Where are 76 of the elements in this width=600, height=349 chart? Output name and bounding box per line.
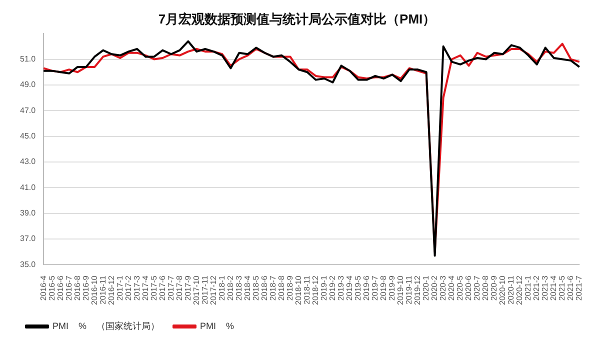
x-tick-label: 2019-7 (370, 275, 380, 301)
y-tick-label: 41.0 (20, 182, 36, 192)
x-tick-label: 2021-6 (566, 275, 576, 301)
x-tick-label: 2019-6 (362, 275, 371, 301)
x-tick-label: 2017-10 (192, 275, 201, 305)
x-tick-label: 2016-11 (98, 275, 108, 304)
y-tick-label: 43.0 (20, 157, 36, 166)
x-tick-label: 2020-2 (430, 275, 440, 301)
y-tick-label: 35.0 (20, 260, 36, 269)
x-tick-label: 2016-5 (47, 275, 56, 301)
x-tick-label: 2018-1 (217, 275, 226, 301)
x-tick-label: 2020-1 (422, 275, 431, 301)
x-tick-label: 2016-9 (81, 275, 90, 301)
x-tick-label: 2019-5 (353, 275, 362, 301)
x-tick-label: 2020-5 (456, 275, 465, 301)
x-tick-label: 2017-3 (132, 275, 142, 301)
x-tick-label: 2021-5 (558, 275, 567, 301)
x-tick-label: 2017-5 (149, 275, 158, 301)
x-tick-label: 2018-12 (310, 275, 320, 305)
x-tick-label: 2018-7 (268, 275, 278, 301)
x-tick-label: 2016-6 (56, 275, 65, 301)
x-tick-label: 2016-12 (106, 275, 116, 305)
x-tick-label: 2019-3 (336, 275, 346, 301)
x-tick-label: 2017-7 (166, 275, 176, 301)
x-tick-label: 2017-8 (174, 275, 184, 301)
x-tick-label: 2019-10 (396, 275, 405, 305)
x-tick-label: 2019-11 (404, 275, 414, 304)
x-tick-label: 2020-8 (481, 275, 490, 301)
x-tick-label: 2017-6 (158, 275, 167, 301)
y-tick-label: 49.0 (20, 80, 36, 90)
x-tick-label: 2016-8 (72, 275, 82, 301)
x-tick-label: 2016-7 (64, 275, 74, 301)
x-tick-label: 2020-4 (447, 275, 456, 301)
x-tick-label: 2017-4 (140, 275, 150, 301)
legend-label: PMI % (200, 320, 234, 331)
y-tick-label: 47.0 (20, 106, 36, 115)
x-tick-label: 2018-10 (294, 275, 303, 305)
x-tick-label: 2017-9 (183, 275, 192, 301)
x-tick-label: 2019-9 (387, 275, 396, 301)
x-tick-label: 2020-11 (506, 275, 516, 304)
x-tick-label: 2021-2 (532, 275, 542, 301)
x-tick-label: 2019-8 (378, 275, 388, 301)
x-tick-label: 2020-7 (472, 275, 482, 301)
x-tick-label: 2019-12 (413, 275, 422, 305)
x-tick-label: 2017-11 (200, 275, 210, 304)
x-tick-label: 2016-10 (90, 275, 99, 305)
y-tick-label: 51.0 (20, 54, 36, 64)
y-tick-label: 39.0 (20, 208, 36, 218)
x-tick-label: 2019-1 (319, 275, 328, 301)
x-tick-label: 2016-4 (38, 275, 48, 301)
y-tick-label: 37.0 (20, 234, 36, 244)
x-tick-label: 2017-1 (115, 275, 124, 301)
x-tick-label: 2020-9 (490, 275, 499, 301)
x-tick-label: 2019-4 (344, 275, 354, 301)
y-tick-label: 45.0 (20, 131, 36, 140)
x-tick-label: 2018-3 (234, 275, 244, 301)
x-tick-label: 2018-9 (285, 275, 294, 301)
x-tick-label: 2018-8 (276, 275, 286, 301)
x-tick-label: 2021-4 (549, 275, 558, 301)
x-tick-label: 2021-1 (524, 275, 533, 301)
x-tick-label: 2021-7 (574, 275, 584, 301)
x-tick-label: 2018-11 (302, 275, 312, 304)
x-tick-label: 2020-10 (498, 275, 508, 305)
x-tick-label: 2021-3 (540, 275, 550, 301)
x-tick-label: 2018-2 (226, 275, 235, 301)
x-tick-label: 2020-3 (438, 275, 448, 301)
x-tick-label: 2017-12 (208, 275, 218, 305)
x-tick-label: 2017-2 (124, 275, 133, 301)
legend-label: PMI % （国家统计局） (52, 320, 160, 331)
x-tick-label: 2019-2 (328, 275, 337, 301)
x-tick-label: 2020-6 (464, 275, 474, 301)
chart-title: 7月宏观数据预测值与统计局公示值对比（PMI） (158, 11, 436, 26)
x-tick-label: 2018-4 (242, 275, 252, 301)
x-tick-label: 2018-6 (260, 275, 269, 301)
x-tick-label: 2018-5 (251, 275, 260, 301)
x-tick-label: 2020-12 (515, 275, 524, 305)
